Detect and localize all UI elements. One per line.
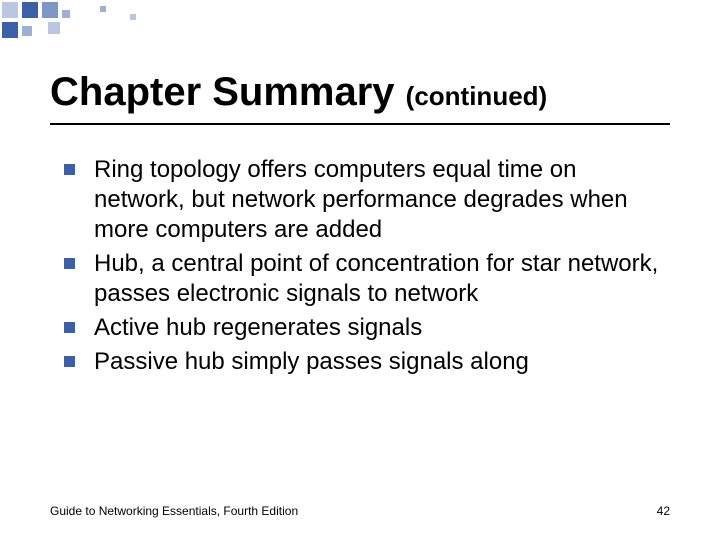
bullet-text: Ring topology offers computers equal tim…: [94, 156, 628, 243]
bullet-marker-icon: [64, 258, 75, 269]
bullet-marker-icon: [64, 322, 75, 333]
bullet-marker-icon: [64, 164, 75, 175]
list-item: Hub, a central point of concentration fo…: [60, 249, 670, 309]
bullet-text: Hub, a central point of concentration fo…: [94, 250, 658, 307]
bullet-marker-icon: [64, 356, 75, 367]
title-rule: [50, 123, 670, 125]
title-sub: (continued): [406, 81, 548, 111]
list-item: Active hub regenerates signals: [60, 313, 670, 343]
footer: Guide to Networking Essentials, Fourth E…: [50, 504, 670, 518]
page-number: 42: [657, 504, 670, 518]
list-item: Ring topology offers computers equal tim…: [60, 155, 670, 245]
list-item: Passive hub simply passes signals along: [60, 347, 670, 377]
title-main: Chapter Summary: [50, 70, 406, 114]
bullet-list: Ring topology offers computers equal tim…: [50, 155, 670, 377]
bullet-text: Active hub regenerates signals: [94, 314, 422, 341]
footer-source: Guide to Networking Essentials, Fourth E…: [50, 504, 298, 518]
slide: Chapter Summary (continued) Ring topolog…: [0, 0, 720, 540]
slide-title: Chapter Summary (continued): [50, 70, 670, 115]
bullet-text: Passive hub simply passes signals along: [94, 348, 529, 375]
